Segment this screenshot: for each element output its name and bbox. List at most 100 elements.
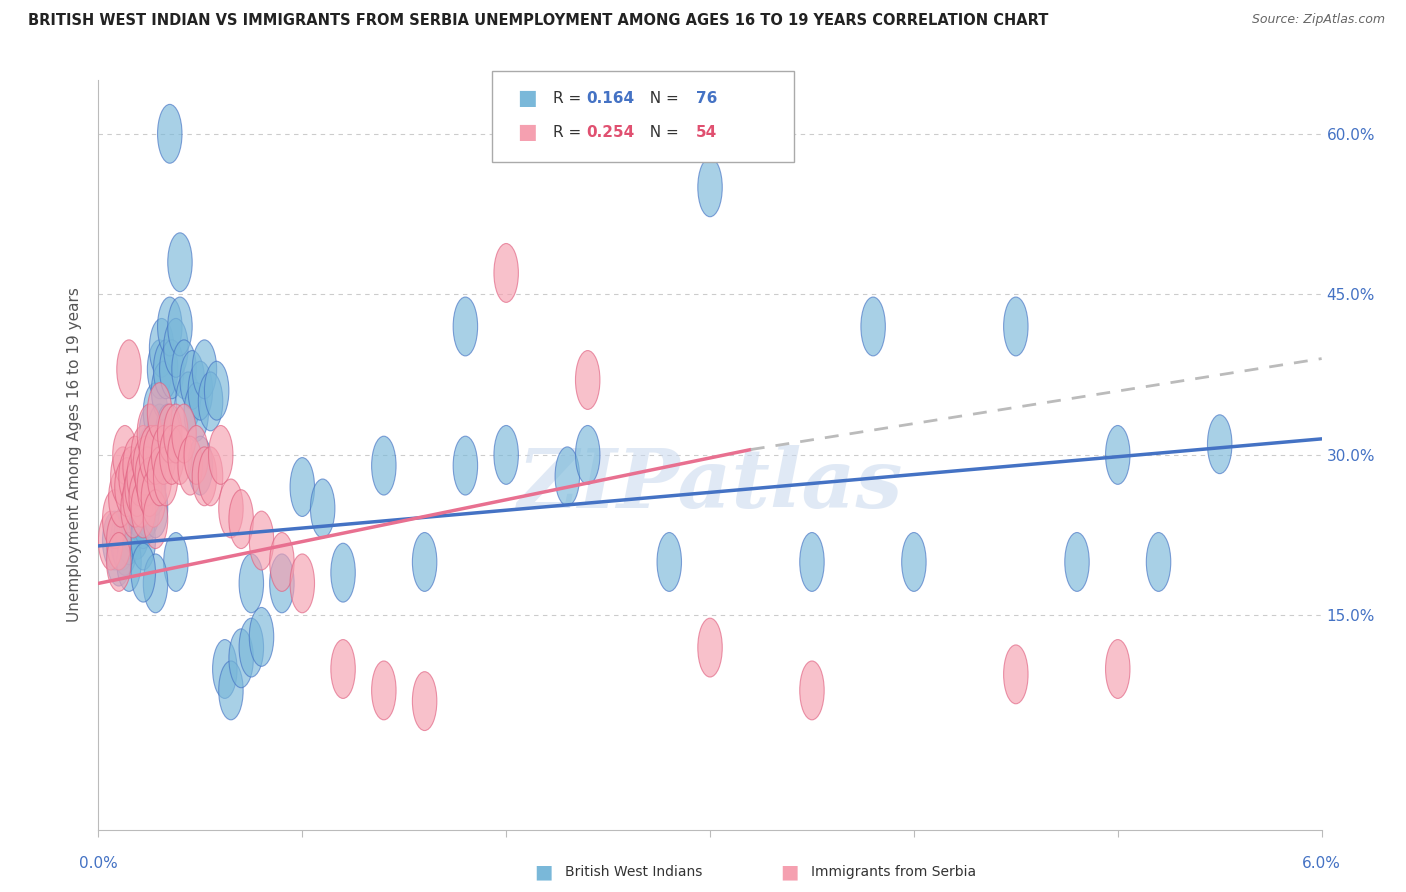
Ellipse shape [290,554,315,613]
Ellipse shape [657,533,682,591]
Text: BRITISH WEST INDIAN VS IMMIGRANTS FROM SERBIA UNEMPLOYMENT AMONG AGES 16 TO 19 Y: BRITISH WEST INDIAN VS IMMIGRANTS FROM S… [28,13,1049,29]
Ellipse shape [412,533,437,591]
Ellipse shape [180,351,204,409]
Ellipse shape [129,468,153,527]
Ellipse shape [121,479,145,538]
Ellipse shape [98,511,122,570]
Text: ZIPatlas: ZIPatlas [517,445,903,524]
Ellipse shape [311,479,335,538]
Ellipse shape [179,436,202,495]
Ellipse shape [208,425,233,484]
Ellipse shape [249,511,274,570]
Ellipse shape [117,340,141,399]
Ellipse shape [219,661,243,720]
Ellipse shape [125,458,149,516]
Ellipse shape [198,372,222,431]
Ellipse shape [1105,425,1130,484]
Ellipse shape [453,436,478,495]
Ellipse shape [122,468,148,527]
Text: 0.0%: 0.0% [79,856,118,871]
Text: 76: 76 [696,91,717,105]
Ellipse shape [157,404,181,463]
Ellipse shape [134,447,157,506]
Ellipse shape [697,618,723,677]
Ellipse shape [127,447,152,506]
Ellipse shape [143,425,167,484]
Ellipse shape [138,458,162,516]
Ellipse shape [163,318,188,377]
Ellipse shape [115,458,139,516]
Ellipse shape [141,468,166,527]
Ellipse shape [157,297,181,356]
Ellipse shape [290,458,315,516]
Ellipse shape [112,425,138,484]
Ellipse shape [453,297,478,356]
Ellipse shape [494,244,519,302]
Ellipse shape [198,447,222,506]
Ellipse shape [800,661,824,720]
Ellipse shape [121,495,145,554]
Ellipse shape [103,490,127,549]
Text: 6.0%: 6.0% [1302,856,1341,871]
Y-axis label: Unemployment Among Ages 16 to 19 years: Unemployment Among Ages 16 to 19 years [67,287,83,623]
Ellipse shape [229,629,253,688]
Ellipse shape [115,500,139,559]
Ellipse shape [131,425,156,484]
Ellipse shape [152,361,176,420]
Ellipse shape [172,340,197,399]
Ellipse shape [118,490,143,549]
Ellipse shape [167,297,193,356]
Ellipse shape [249,607,274,666]
Ellipse shape [575,425,600,484]
Ellipse shape [139,404,163,463]
Ellipse shape [131,479,156,538]
Ellipse shape [148,404,172,463]
Ellipse shape [131,490,156,549]
Ellipse shape [148,447,172,506]
Ellipse shape [107,527,131,586]
Text: N =: N = [640,125,683,139]
Ellipse shape [153,447,179,506]
Ellipse shape [103,511,127,570]
Ellipse shape [239,618,263,677]
Ellipse shape [412,672,437,731]
Ellipse shape [212,640,238,698]
Ellipse shape [371,436,396,495]
Ellipse shape [143,425,167,484]
Ellipse shape [118,447,143,506]
Ellipse shape [188,361,212,420]
Ellipse shape [555,447,579,506]
Ellipse shape [111,511,135,570]
Ellipse shape [160,340,184,399]
Ellipse shape [172,404,197,463]
Ellipse shape [156,404,180,463]
Ellipse shape [330,543,356,602]
Ellipse shape [117,506,141,565]
Ellipse shape [138,447,162,506]
Ellipse shape [143,490,167,549]
Text: N =: N = [640,91,683,105]
Text: R =: R = [553,125,586,139]
Ellipse shape [129,479,153,538]
Ellipse shape [176,372,201,431]
Ellipse shape [131,511,156,570]
Ellipse shape [575,351,600,409]
Ellipse shape [107,511,131,570]
Ellipse shape [229,490,253,549]
Ellipse shape [239,554,263,613]
Ellipse shape [143,554,167,613]
Ellipse shape [122,436,148,495]
Text: ■: ■ [517,88,537,108]
Ellipse shape [167,233,193,292]
Ellipse shape [141,458,166,516]
Ellipse shape [148,340,172,399]
Ellipse shape [135,447,160,506]
Ellipse shape [1004,645,1028,704]
Ellipse shape [860,297,886,356]
Ellipse shape [800,533,824,591]
Ellipse shape [193,340,217,399]
Ellipse shape [901,533,927,591]
Ellipse shape [1105,640,1130,698]
Text: Source: ZipAtlas.com: Source: ZipAtlas.com [1251,13,1385,27]
Ellipse shape [697,158,723,217]
